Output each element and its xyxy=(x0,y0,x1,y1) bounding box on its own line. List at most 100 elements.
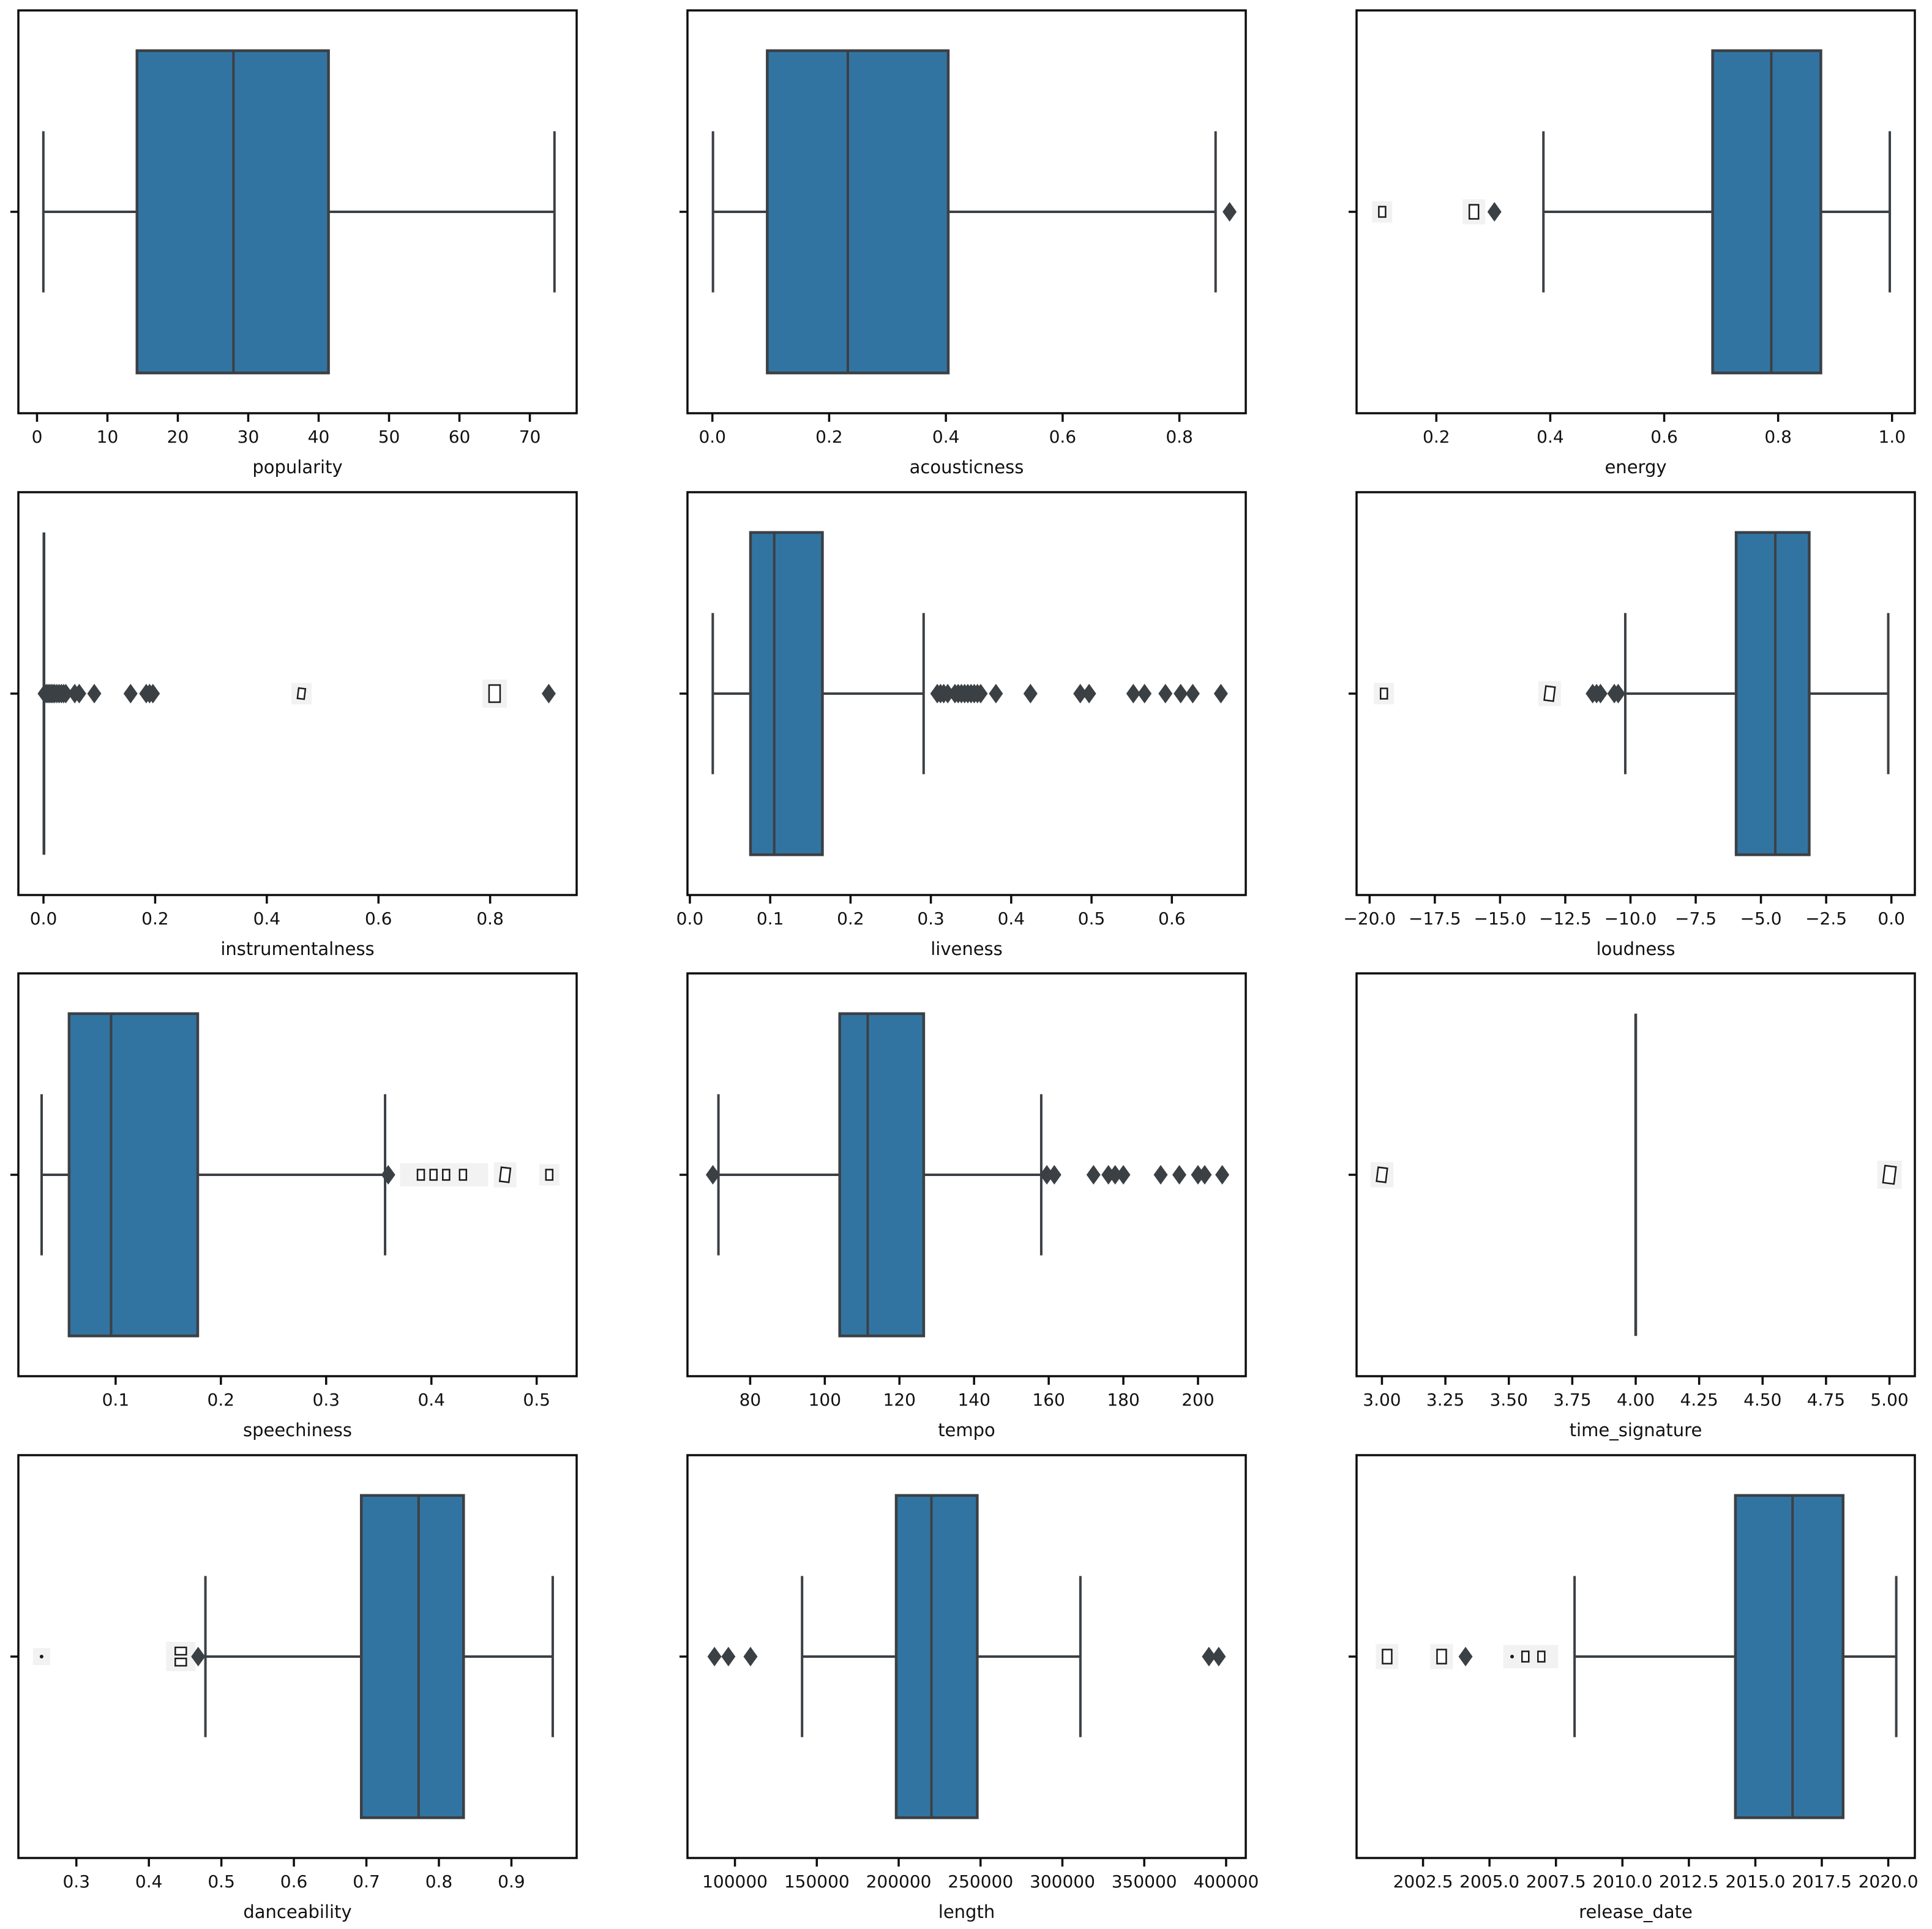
subplot-loudness: −20.0 −17.5 −15.0 −12.5 −10.0 −7.5 −5.0 −2.5 0.0… xyxy=(1343,491,1916,959)
subplot-danceability: 0.3 0.4 0.5 0.6 0.7 0.8 0.9 danceability xyxy=(10,1454,578,1922)
x-axis-label-liveness: liveness xyxy=(930,938,1003,959)
outlier-diamond-icon xyxy=(1458,1647,1473,1666)
x-axis-label-speechiness: speechiness xyxy=(243,1420,352,1440)
x-tick-label: 4.75 xyxy=(1807,1390,1845,1410)
iqr-box xyxy=(749,531,824,856)
missing-glyph-tofu-icon xyxy=(1543,685,1556,702)
outlier-diamond-icon xyxy=(541,684,556,703)
x-tick-label: 80 xyxy=(739,1390,762,1410)
x-tick-label: 0.8 xyxy=(476,908,504,929)
x-tick-label: 0.5 xyxy=(523,1390,550,1410)
missing-glyph-tofu-icon xyxy=(1376,1166,1388,1183)
tofu-bg xyxy=(166,1642,196,1671)
x-tick-label: 3.75 xyxy=(1553,1390,1591,1410)
iqr-box xyxy=(838,1012,926,1338)
x-axis-label-length: length xyxy=(938,1901,995,1922)
missing-glyph-tofu-icon xyxy=(174,1657,187,1667)
outlier-diamond-icon xyxy=(1593,684,1608,703)
x-tick-label: 0.1 xyxy=(102,1390,130,1410)
x-tick-label: 0.6 xyxy=(1049,427,1077,447)
x-tick-label: 0.2 xyxy=(208,1390,235,1410)
outlier-diamond-icon xyxy=(1023,684,1038,703)
x-tick-label: 0.4 xyxy=(417,1390,445,1410)
x-tick-label: 4.00 xyxy=(1617,1390,1655,1410)
missing-glyph-tofu-icon xyxy=(1436,1649,1447,1665)
missing-glyph-tofu-icon xyxy=(416,1169,425,1181)
x-tick-label: 50 xyxy=(378,427,400,447)
x-tick-label: 0.8 xyxy=(1764,427,1792,447)
x-tick-label: 0.6 xyxy=(1650,427,1678,447)
x-tick-label: 0.8 xyxy=(1166,427,1193,447)
outlier-diamond-icon xyxy=(940,684,955,703)
x-tick-label: 0.2 xyxy=(141,908,169,929)
outlier-diamond-icon xyxy=(191,1647,206,1666)
missing-glyph-tofu-icon xyxy=(459,1169,468,1181)
x-tick-label: 3.00 xyxy=(1363,1390,1401,1410)
x-tick-label: 2005.0 xyxy=(1459,1871,1519,1892)
outlier-diamond-icon xyxy=(1202,1647,1216,1666)
iqr-box xyxy=(1711,49,1822,375)
x-tick-label: 0.4 xyxy=(253,908,281,929)
outlier-diamond-icon xyxy=(1213,684,1228,703)
x-tick-label: 2017.5 xyxy=(1792,1871,1852,1892)
x-tick-label: 2010.0 xyxy=(1592,1871,1652,1892)
outlier-dot-icon xyxy=(1510,1655,1515,1658)
x-tick-label: 200 xyxy=(1181,1390,1214,1410)
x-tick-label: −12.5 xyxy=(1539,908,1592,929)
missing-glyph-tofu-icon xyxy=(442,1169,451,1181)
outlier-diamond-icon xyxy=(1185,684,1200,703)
x-tick-label: 2007.5 xyxy=(1526,1871,1586,1892)
x-tick-label: 0.4 xyxy=(932,427,960,447)
outlier-diamond-icon xyxy=(743,1647,758,1666)
subplot-energy: 0.2 0.4 0.6 0.8 1.0 energy xyxy=(1349,9,1916,478)
x-tick-label: 10 xyxy=(97,427,119,447)
outlier-diamond-icon xyxy=(1108,1165,1123,1185)
missing-glyph-tofu-icon xyxy=(1521,1650,1530,1663)
x-tick-label: 0.0 xyxy=(30,908,58,929)
x-tick-label: 0.7 xyxy=(353,1871,380,1892)
x-tick-label: 0.4 xyxy=(998,908,1025,929)
x-tick-label: 0.3 xyxy=(917,908,945,929)
x-tick-label: 200000 xyxy=(866,1871,932,1892)
x-tick-label: −2.5 xyxy=(1805,908,1847,929)
x-tick-label: 0.4 xyxy=(135,1871,163,1892)
subplot-popularity: 0 10 20 30 40 50 60 70 popularity xyxy=(10,9,578,478)
missing-glyph-tofu-icon xyxy=(174,1646,187,1656)
subplot-acousticness: 0.0 0.2 0.4 0.6 0.8 acousticness xyxy=(680,9,1247,478)
outlier-diamond-icon xyxy=(72,684,86,703)
x-tick-label: 0.6 xyxy=(280,1871,308,1892)
outlier-diamond-icon xyxy=(1215,1165,1230,1185)
x-tick-label: 4.25 xyxy=(1680,1390,1718,1410)
x-tick-label: 0.2 xyxy=(815,427,843,447)
outlier-diamond-icon xyxy=(1137,684,1152,703)
subplot-instrumentalness: 0.0 0.2 0.4 0.6 0.8 instrumentalness xyxy=(10,491,578,959)
x-tick-label: 250000 xyxy=(948,1871,1013,1892)
outlier-diamond-icon xyxy=(1487,202,1502,222)
x-tick-label: 3.50 xyxy=(1490,1390,1528,1410)
x-tick-label: 0.3 xyxy=(62,1871,90,1892)
x-tick-label: 100 xyxy=(809,1390,841,1410)
x-tick-label: 160 xyxy=(1032,1390,1065,1410)
x-tick-label: 1.0 xyxy=(1879,427,1906,447)
x-axis-label-acousticness: acousticness xyxy=(910,457,1024,478)
outlier-diamond-icon xyxy=(1082,684,1096,703)
outlier-diamond-icon xyxy=(1086,1165,1101,1185)
x-tick-label: −15.0 xyxy=(1473,908,1526,929)
x-tick-label: 0.4 xyxy=(1537,427,1564,447)
iqr-box xyxy=(359,1494,465,1819)
outlier-dot-icon xyxy=(39,1655,43,1658)
outlier-diamond-icon xyxy=(1222,202,1237,222)
missing-glyph-tofu-icon xyxy=(545,1169,554,1181)
x-tick-label: −17.5 xyxy=(1409,908,1461,929)
x-tick-label: 60 xyxy=(449,427,471,447)
x-tick-label: 2012.5 xyxy=(1659,1871,1719,1892)
iqr-box xyxy=(766,49,950,375)
x-tick-label: 0.9 xyxy=(498,1871,525,1892)
x-tick-label: −20.0 xyxy=(1343,908,1396,929)
x-tick-label: 4.50 xyxy=(1743,1390,1781,1410)
missing-glyph-tofu-icon xyxy=(429,1169,438,1181)
x-tick-label: 0.0 xyxy=(1878,908,1905,929)
subplot-tempo: 80 100 120 140 160 180 200 tempo xyxy=(680,972,1247,1440)
x-tick-label: 0 xyxy=(32,427,43,447)
